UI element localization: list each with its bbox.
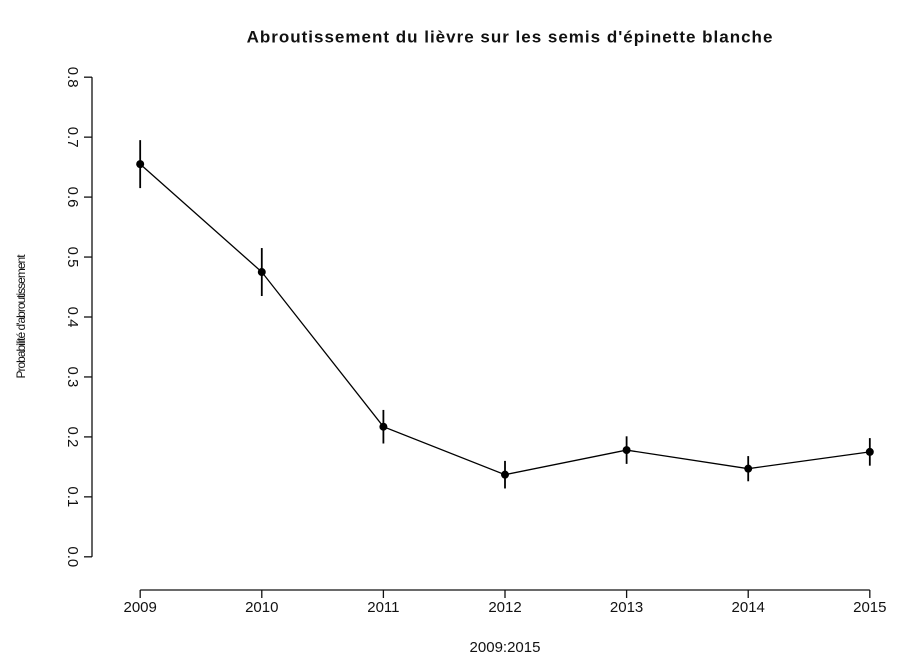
y-tick-label: 0.4 [64,307,81,328]
x-tick-label: 2015 [853,599,886,616]
point [865,447,874,456]
y-tick-label: 0.5 [64,247,81,268]
point [257,268,266,277]
point [744,464,753,473]
y-tick-label: 0.8 [64,67,81,88]
y-tick-label: 0.2 [64,426,81,447]
y-tick-label: 0.6 [64,187,81,208]
point [379,422,388,431]
x-tick-label: 2012 [488,599,521,616]
chart-title: Abroutissement du lièvre sur les semis d… [247,27,774,46]
x-tick-label: 2009 [123,599,156,616]
series-line [139,163,870,476]
x-tick-label: 2013 [610,599,643,616]
x-tick-label: 2010 [245,599,278,616]
point [501,470,509,479]
y-tick-label: 0.3 [64,367,81,388]
y-tick-label: 0.0 [64,546,81,567]
x-tick-label: 2014 [732,599,765,616]
point [622,446,631,455]
x-axis-label: 2009:2015 [470,639,541,656]
x-tick-label: 2011 [367,599,399,616]
point [136,160,145,169]
y-axis-label: Probabilité d'abroutissement [14,254,28,379]
y-tick-label: 0.7 [64,127,81,148]
y-tick-label: 0.1 [64,486,81,507]
